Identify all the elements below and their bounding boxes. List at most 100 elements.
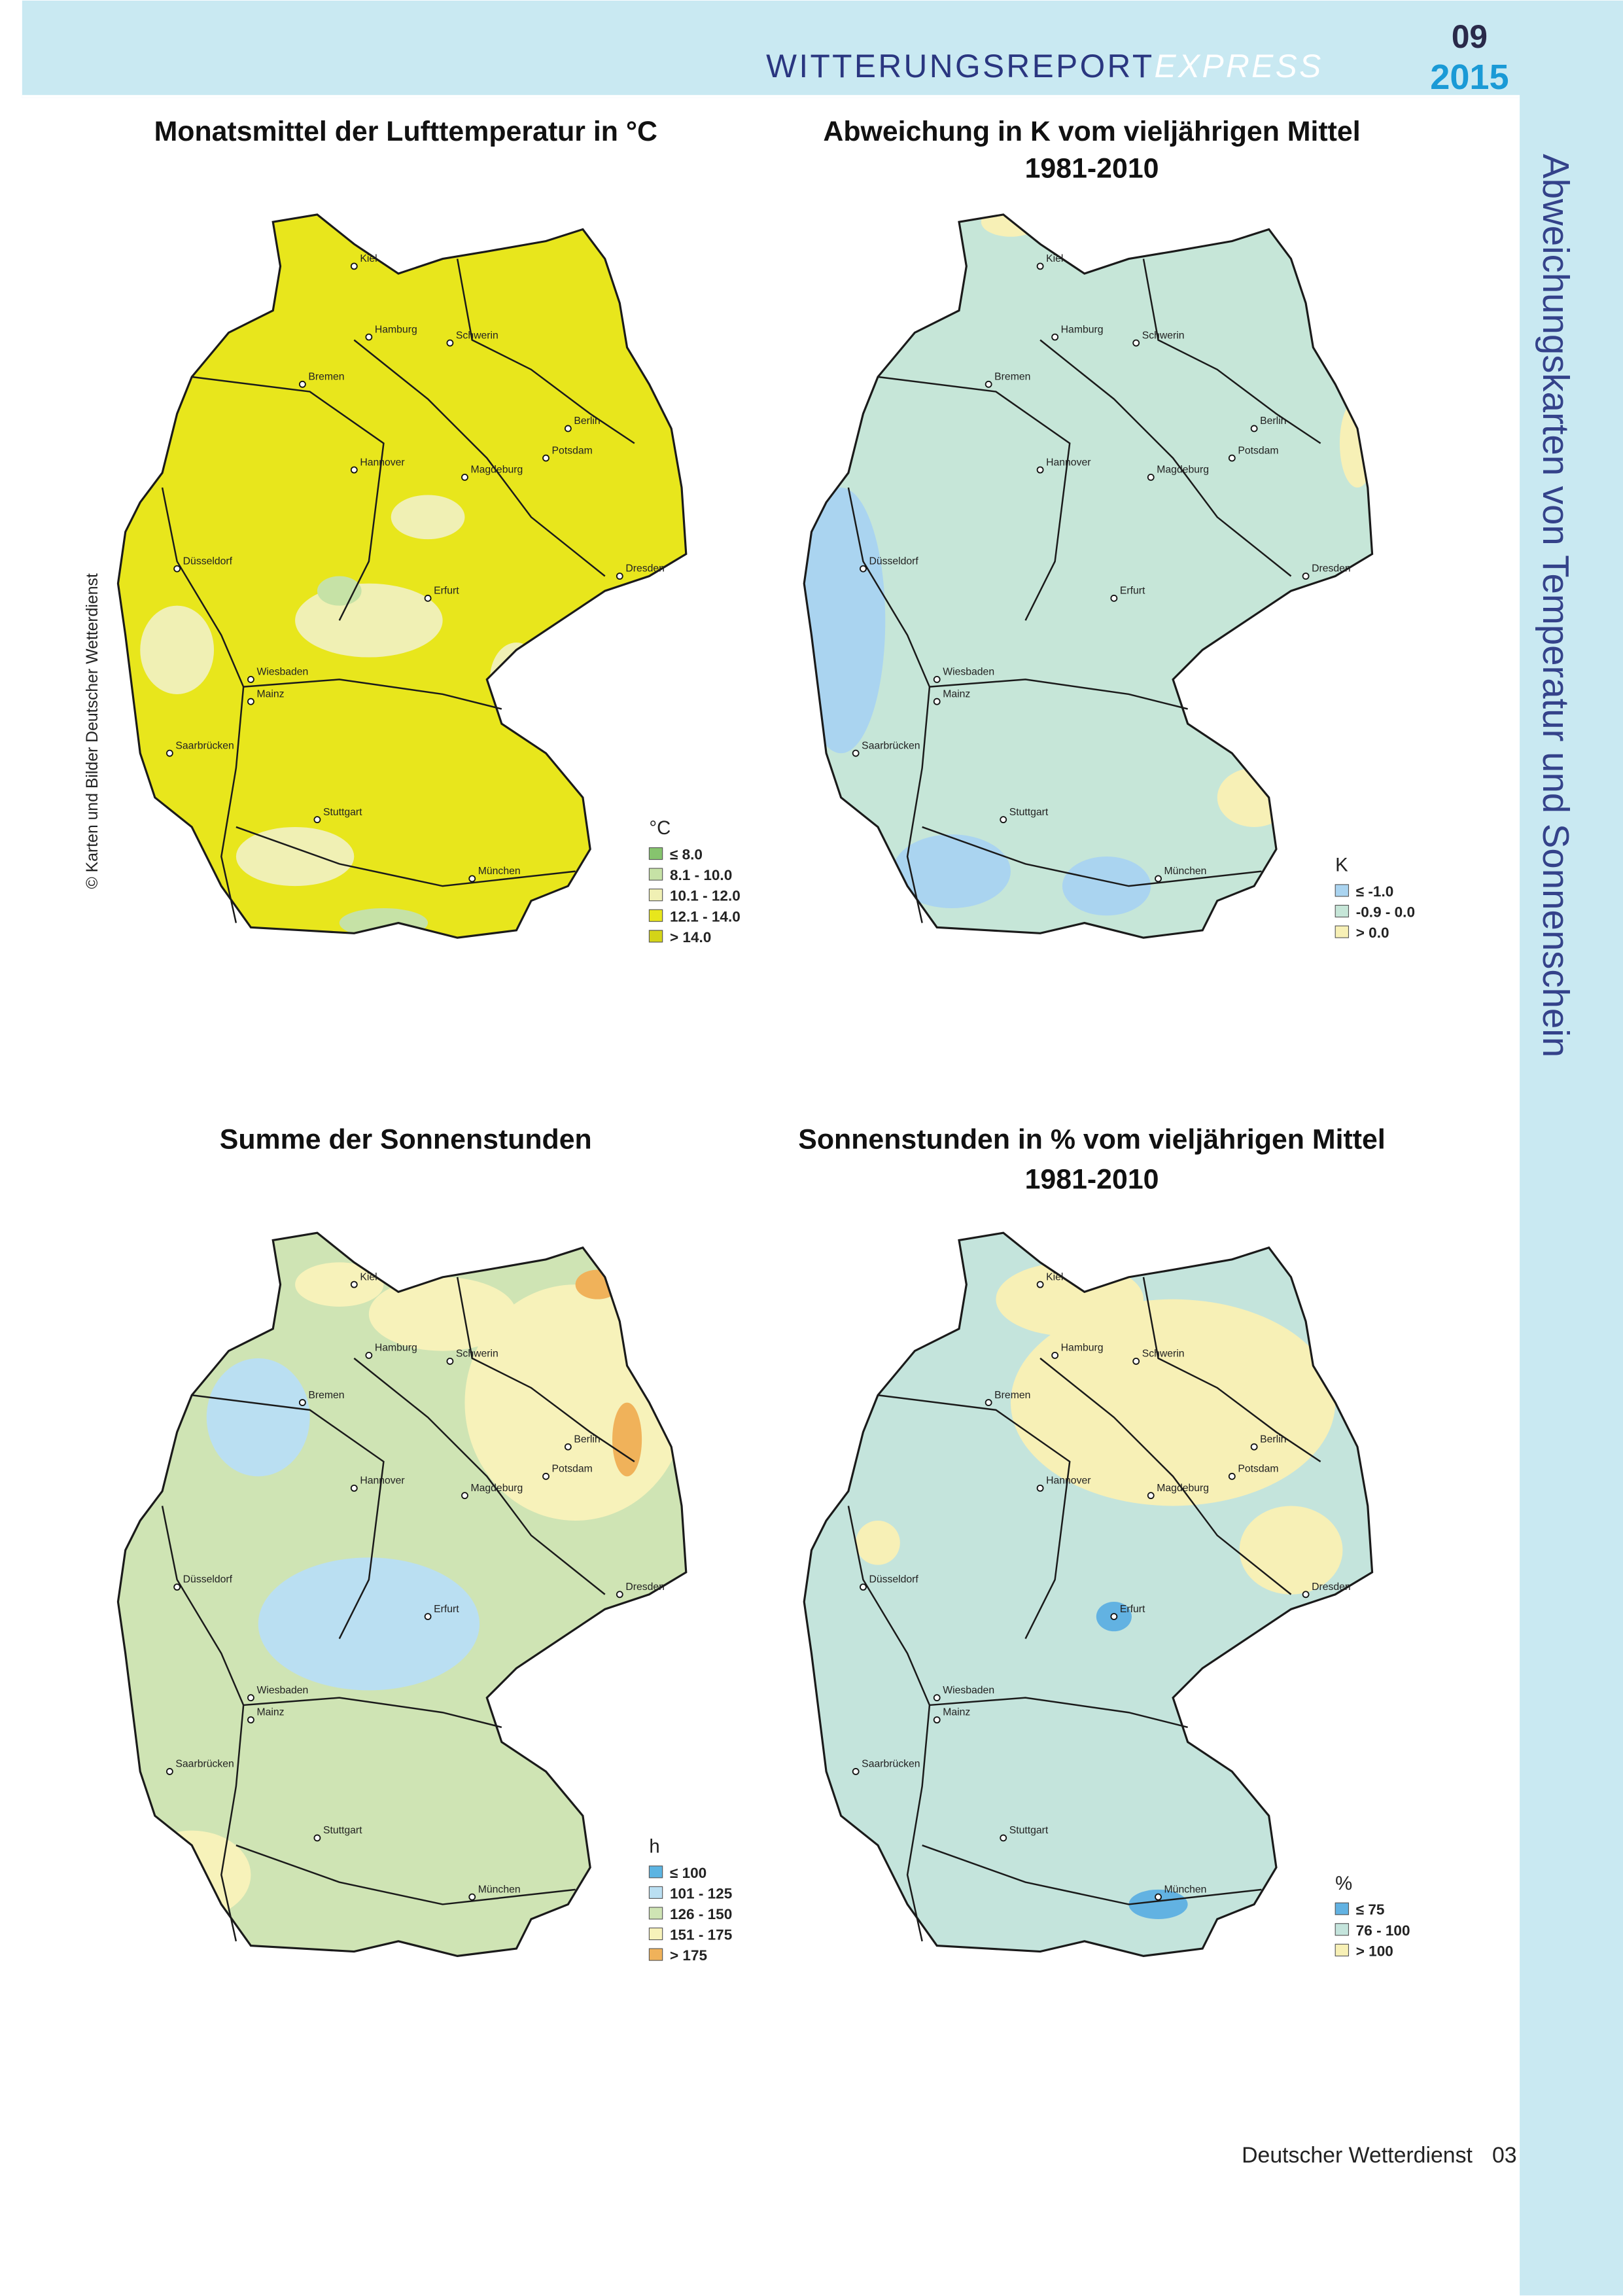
river-line [1039, 1357, 1292, 1595]
map-patch [1217, 768, 1291, 827]
header-title: WITTERUNGSREPORTEXPRESS [766, 48, 1323, 84]
city-dot [542, 1472, 550, 1480]
river-line [922, 826, 1262, 887]
city-label: Hamburg [1061, 324, 1104, 335]
city-dot [1036, 466, 1044, 474]
city-label: Dresden [1312, 563, 1351, 574]
legend-swatch [1335, 904, 1350, 918]
city-label: Potsdam [1238, 1464, 1278, 1475]
city-label: Wiesbaden [943, 1685, 994, 1696]
city-label: Saarbrücken [175, 740, 234, 751]
city-label: Saarbrücken [862, 740, 920, 751]
city-label: Mainz [256, 1707, 284, 1718]
city-label: Düsseldorf [183, 1574, 233, 1585]
city-dot [852, 1768, 860, 1775]
city-dot [1228, 1472, 1236, 1480]
city-dot [1132, 339, 1140, 347]
city-label: Bremen [994, 1390, 1030, 1401]
map-patch [368, 1277, 517, 1351]
legend-swatch [648, 889, 663, 902]
legend-label: 8.1 - 10.0 [670, 867, 732, 883]
map-border [116, 213, 688, 939]
city-dot [247, 1716, 254, 1723]
city-dot [1147, 473, 1155, 481]
city-label: Stuttgart [323, 807, 362, 818]
footer-page: 03 [1492, 2143, 1517, 2168]
city-dot [166, 749, 173, 757]
header-band [22, 0, 1623, 98]
city-dot [365, 1351, 373, 1359]
city-dot [446, 339, 454, 347]
legend-swatch [648, 868, 663, 881]
city-label: Wiesbaden [943, 667, 994, 678]
legend-swatch [648, 1907, 663, 1920]
river-line [877, 376, 1071, 621]
map-patch [295, 583, 443, 658]
map-panel: Abweichung in K vom vieljährigen Mittel 1… [803, 116, 1415, 941]
city-dot [1110, 1613, 1118, 1621]
map-title: Monatsmittel der Lufttemperatur in °C [154, 116, 657, 147]
legend-label: -0.9 - 0.0 [1356, 904, 1415, 921]
map-border [116, 1231, 688, 1957]
city-dot [933, 1694, 941, 1702]
city-label: Bremen [308, 372, 344, 383]
city-label: Wiesbaden [256, 667, 308, 678]
city-dot [564, 1443, 572, 1451]
city-dot [985, 1399, 992, 1406]
legend-swatch [648, 1927, 663, 1941]
city-label: Düsseldorf [869, 1574, 918, 1585]
city-label: Dresden [625, 563, 665, 574]
header-title-suffix: EXPRESS [1155, 48, 1323, 84]
city-label: Berlin [1260, 1434, 1286, 1445]
map-patch [1010, 1299, 1336, 1506]
city-label: Stuttgart [323, 1825, 362, 1836]
city-dot [1132, 1358, 1140, 1365]
city-dot [616, 1591, 623, 1598]
header-month: 09 [1452, 18, 1488, 55]
river-line [243, 1697, 502, 1728]
header-year: 2015 [1430, 58, 1509, 97]
copyright: © Karten und Bilder Deutscher Wetterdien… [84, 573, 101, 889]
map-patch [1128, 1889, 1188, 1919]
map-patch [575, 1269, 620, 1299]
city-label: Magdeburg [470, 465, 523, 476]
river-line [456, 258, 635, 444]
map-area [118, 214, 686, 938]
city-dot [933, 698, 941, 705]
legend-swatch [648, 930, 663, 943]
city-dot [350, 1484, 358, 1492]
legend-swatch [1335, 1902, 1350, 1915]
river-line [929, 679, 1188, 710]
city-label: Saarbrücken [862, 1759, 920, 1770]
city-label: Hamburg [375, 324, 417, 335]
legend-swatch [648, 1948, 663, 1961]
legend-label: ≤ -1.0 [1356, 883, 1394, 900]
city-dot [313, 1834, 321, 1842]
map-border [803, 1231, 1374, 1957]
river-line [1142, 1277, 1321, 1462]
city-label: Stuttgart [1009, 1825, 1049, 1836]
city-label: Schwerin [456, 1349, 498, 1360]
city-label: Magdeburg [1157, 1483, 1209, 1494]
city-dot [350, 1280, 358, 1288]
legend-unit: h [649, 1835, 659, 1857]
city-dot [461, 1492, 468, 1500]
city-label: Wiesbaden [256, 1685, 308, 1696]
city-dot [616, 573, 623, 580]
river-line [456, 1277, 635, 1462]
city-label: Hannover [360, 1475, 404, 1487]
map-border [803, 213, 1374, 939]
city-label: Dresden [1312, 1581, 1351, 1593]
city-label: Bremen [308, 1390, 344, 1401]
city-label: Saarbrücken [175, 1759, 234, 1770]
legend-unit: K [1335, 855, 1348, 876]
city-label: Schwerin [1142, 330, 1185, 341]
city-label: München [1164, 1884, 1207, 1895]
city-dot [542, 454, 550, 462]
river-line [922, 1845, 1262, 1905]
city-dot [247, 698, 254, 705]
city-dot [860, 1583, 867, 1591]
river-line [929, 1697, 1188, 1728]
city-dot [350, 262, 358, 270]
city-dot [424, 594, 432, 602]
